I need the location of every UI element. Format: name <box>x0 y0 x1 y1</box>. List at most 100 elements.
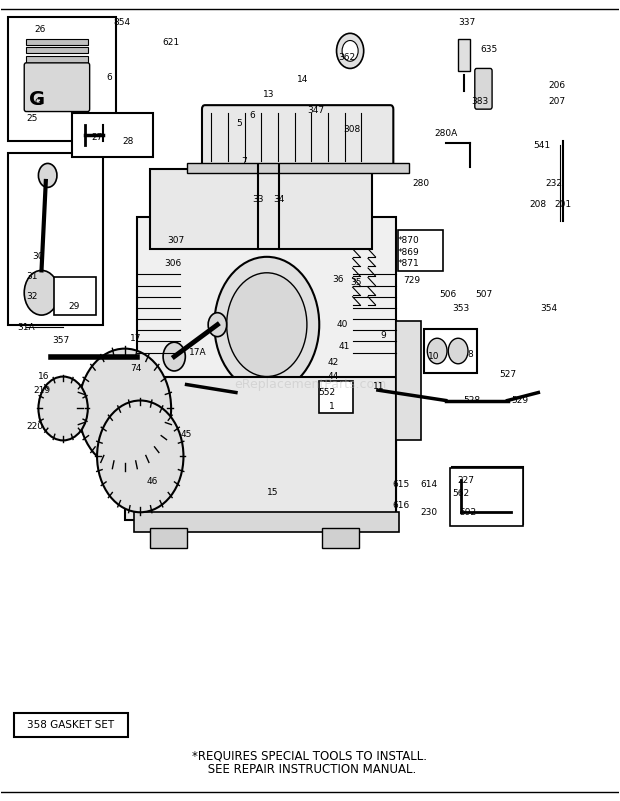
FancyBboxPatch shape <box>26 47 88 54</box>
Text: 1: 1 <box>329 402 334 412</box>
FancyBboxPatch shape <box>134 513 399 532</box>
Text: 30: 30 <box>33 252 44 261</box>
Text: 280A: 280A <box>434 129 458 138</box>
Text: *REQUIRES SPECIAL TOOLS TO INSTALL.: *REQUIRES SPECIAL TOOLS TO INSTALL. <box>192 749 428 763</box>
FancyBboxPatch shape <box>149 528 187 548</box>
FancyBboxPatch shape <box>24 62 90 111</box>
Text: 308: 308 <box>343 125 361 134</box>
Circle shape <box>227 273 307 376</box>
Text: G: G <box>35 99 42 107</box>
Text: 6: 6 <box>250 111 255 120</box>
Text: 10: 10 <box>428 352 439 361</box>
Text: 25: 25 <box>27 115 38 123</box>
FancyBboxPatch shape <box>475 68 492 109</box>
Text: 26: 26 <box>34 25 45 34</box>
Text: 280: 280 <box>412 179 430 188</box>
FancyBboxPatch shape <box>149 169 372 249</box>
Text: 41: 41 <box>339 342 350 351</box>
Text: 592: 592 <box>459 508 476 517</box>
Circle shape <box>215 257 319 392</box>
FancyBboxPatch shape <box>398 230 443 272</box>
Text: 347: 347 <box>308 107 325 115</box>
Text: 232: 232 <box>546 179 562 188</box>
FancyBboxPatch shape <box>14 714 128 738</box>
Text: 32: 32 <box>27 292 38 301</box>
Text: 31: 31 <box>27 272 38 281</box>
Text: 28: 28 <box>122 137 133 146</box>
Text: 15: 15 <box>267 488 279 497</box>
FancyBboxPatch shape <box>7 153 104 324</box>
Text: 529: 529 <box>512 396 528 405</box>
Text: 562: 562 <box>453 489 470 498</box>
Text: 621: 621 <box>162 38 180 47</box>
Text: 45: 45 <box>181 429 192 438</box>
FancyBboxPatch shape <box>7 18 115 141</box>
Text: 9: 9 <box>380 331 386 340</box>
FancyBboxPatch shape <box>396 320 421 441</box>
Text: 354: 354 <box>540 304 557 313</box>
Text: 40: 40 <box>337 320 348 329</box>
FancyBboxPatch shape <box>458 39 471 70</box>
FancyBboxPatch shape <box>187 163 409 173</box>
Text: 616: 616 <box>392 501 410 510</box>
Text: 7: 7 <box>241 156 247 166</box>
Text: 8: 8 <box>467 350 473 359</box>
Text: 46: 46 <box>147 477 158 486</box>
Text: 16: 16 <box>38 372 49 381</box>
Text: 74: 74 <box>130 364 141 373</box>
Text: 227: 227 <box>457 476 474 485</box>
Text: SEE REPAIR INSTRUCTION MANUAL.: SEE REPAIR INSTRUCTION MANUAL. <box>204 763 416 776</box>
Circle shape <box>494 491 509 510</box>
Text: 527: 527 <box>499 369 516 379</box>
Text: 306: 306 <box>164 259 182 268</box>
Text: 541: 541 <box>533 140 550 150</box>
Text: 17A: 17A <box>189 348 206 357</box>
FancyBboxPatch shape <box>450 469 523 525</box>
FancyBboxPatch shape <box>125 376 396 520</box>
Text: 635: 635 <box>480 45 498 54</box>
Text: 307: 307 <box>167 236 184 245</box>
Text: 206: 206 <box>548 81 565 90</box>
Text: 729: 729 <box>403 276 420 285</box>
Circle shape <box>427 338 447 364</box>
Text: 615: 615 <box>392 480 410 489</box>
Text: 33: 33 <box>252 195 264 203</box>
FancyBboxPatch shape <box>202 105 393 169</box>
Text: eReplacementParts.com: eReplacementParts.com <box>234 378 386 391</box>
Text: 5: 5 <box>236 119 242 128</box>
Text: 353: 353 <box>453 304 470 313</box>
FancyBboxPatch shape <box>322 528 360 548</box>
Text: 207: 207 <box>548 97 565 106</box>
FancyBboxPatch shape <box>54 277 96 315</box>
Text: 383: 383 <box>471 97 489 106</box>
Circle shape <box>342 41 358 61</box>
Text: 337: 337 <box>459 18 476 26</box>
Text: 17: 17 <box>130 334 142 343</box>
Text: G: G <box>29 90 45 109</box>
Text: 507: 507 <box>476 290 493 299</box>
FancyBboxPatch shape <box>424 328 477 372</box>
Text: 35: 35 <box>350 278 362 287</box>
Circle shape <box>448 338 468 364</box>
Text: 362: 362 <box>339 53 356 62</box>
Text: *871: *871 <box>398 259 420 268</box>
Text: 506: 506 <box>440 290 457 299</box>
Text: 42: 42 <box>327 358 339 367</box>
FancyBboxPatch shape <box>26 39 88 46</box>
Text: 34: 34 <box>273 195 285 203</box>
Circle shape <box>337 34 364 68</box>
FancyBboxPatch shape <box>452 467 523 524</box>
Text: 27: 27 <box>91 133 103 142</box>
Text: 31A: 31A <box>17 323 35 332</box>
Text: 13: 13 <box>263 91 275 99</box>
Text: 552: 552 <box>319 388 336 397</box>
FancyBboxPatch shape <box>137 217 396 520</box>
FancyBboxPatch shape <box>319 381 353 413</box>
Text: 220: 220 <box>27 421 44 431</box>
Text: 614: 614 <box>420 480 437 489</box>
Text: 36: 36 <box>332 275 343 284</box>
Circle shape <box>38 376 88 441</box>
Text: 29: 29 <box>69 302 80 311</box>
Text: 230: 230 <box>420 508 437 517</box>
Text: 219: 219 <box>33 386 50 396</box>
